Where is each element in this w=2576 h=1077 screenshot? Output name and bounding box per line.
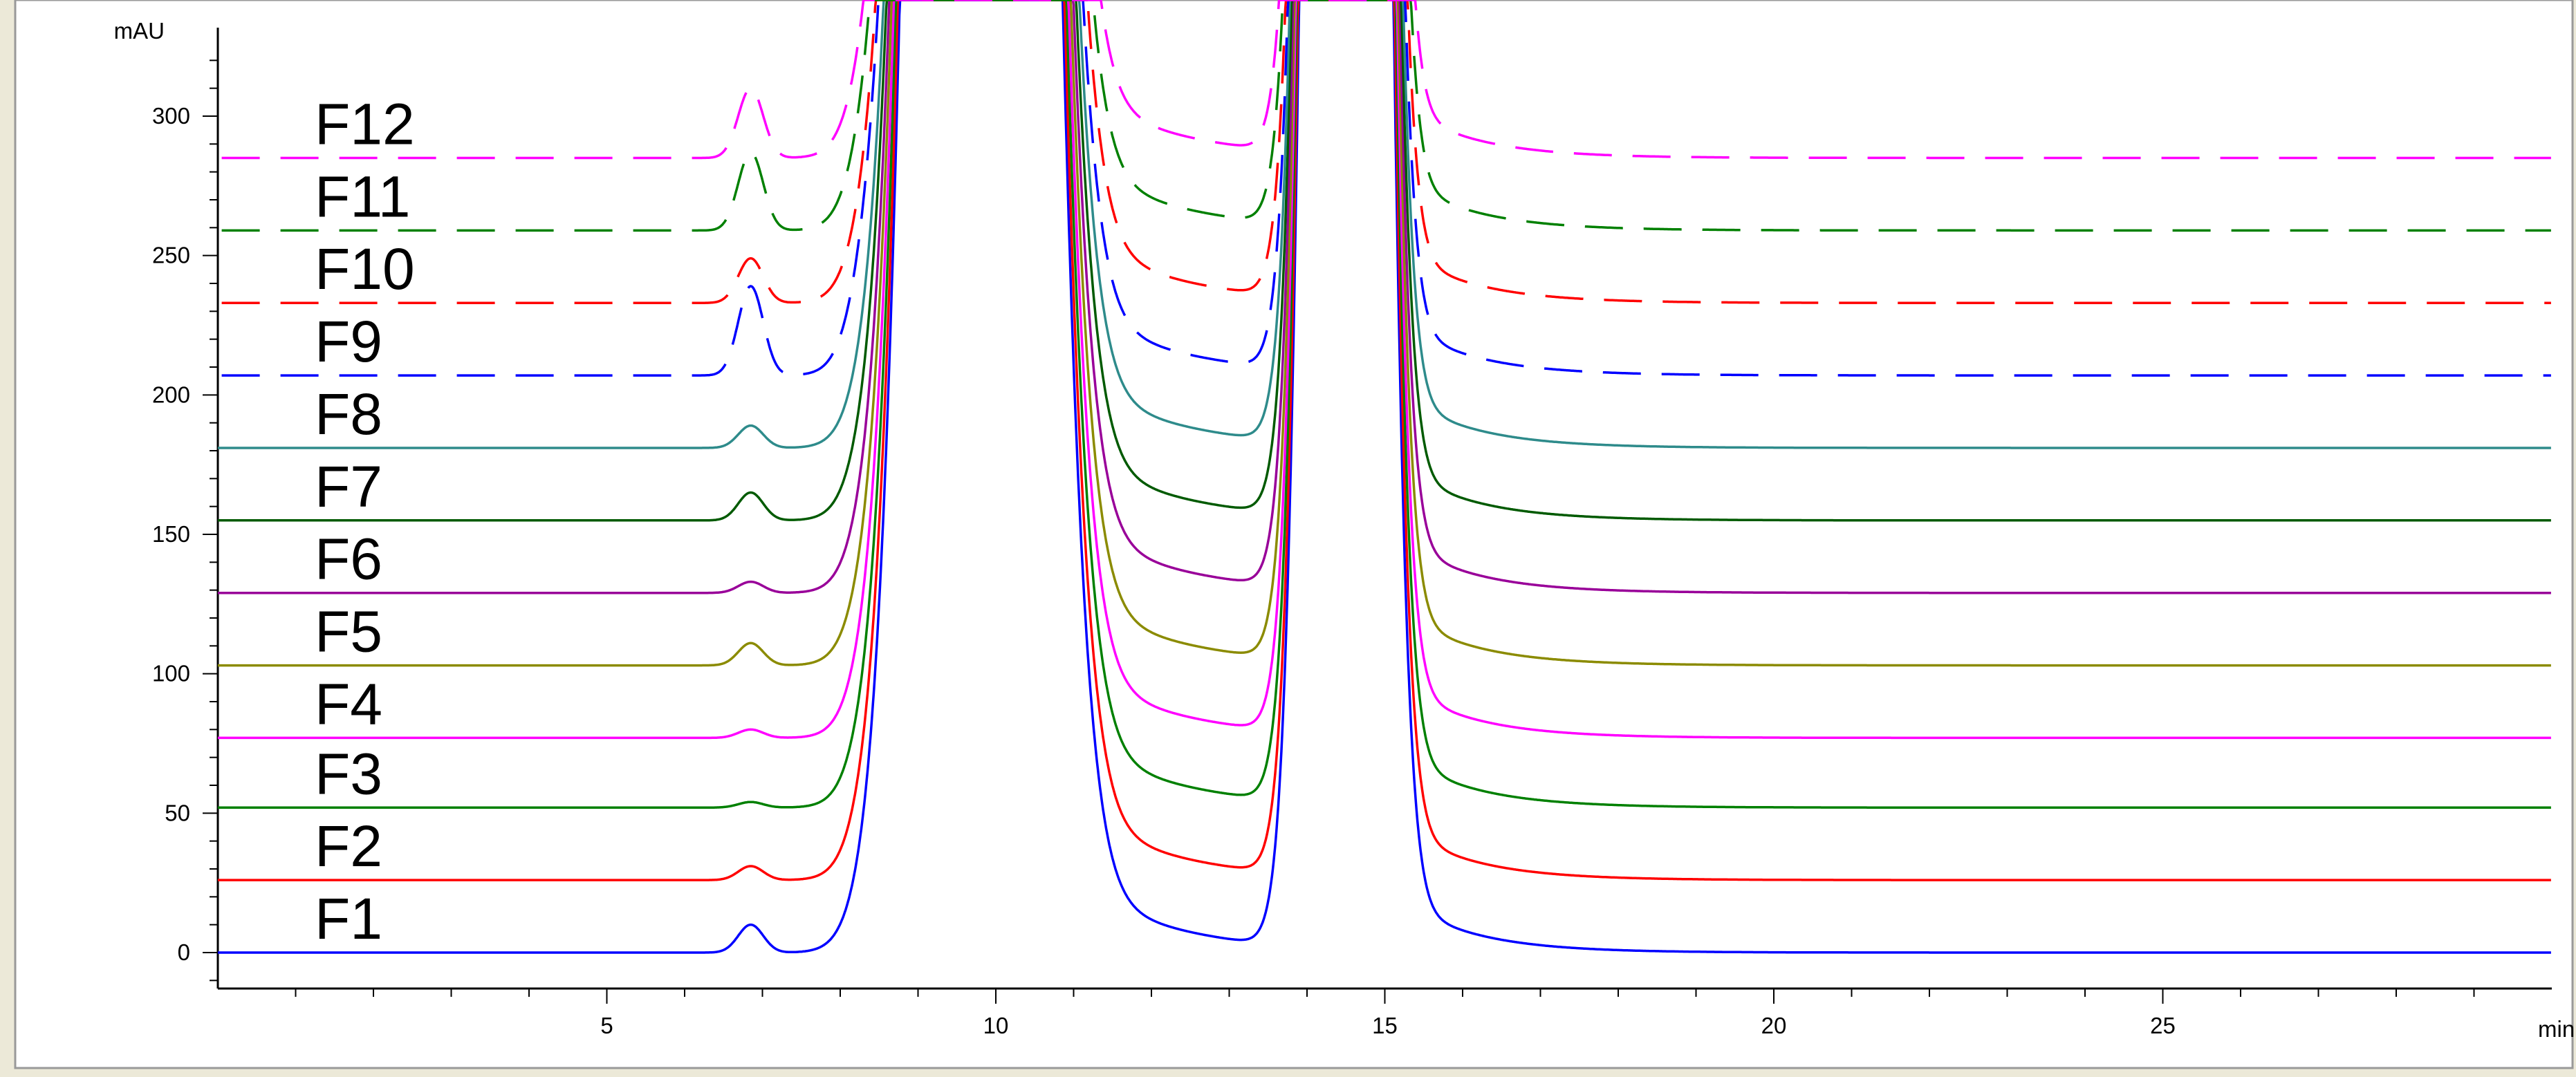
trace-f12 [221, 0, 2551, 160]
trace-f10 [221, 0, 2551, 304]
y-tick-label: 0 [178, 939, 190, 965]
trace-f5 [218, 0, 2551, 667]
series-label-f4: F4 [315, 671, 382, 736]
trace-f8 [218, 0, 2551, 449]
series-label-f5: F5 [315, 599, 382, 664]
y-tick-label: 50 [165, 800, 190, 825]
series-label-f2: F2 [315, 814, 382, 879]
trace-group [218, 0, 2551, 954]
trace-f1 [218, 0, 2551, 954]
x-axis-unit-label: min [2538, 1016, 2575, 1042]
trace-f6 [218, 0, 2551, 594]
x-tick-label: 10 [983, 1013, 1009, 1038]
y-tick-label: 250 [152, 243, 190, 268]
series-label-f11: F11 [315, 164, 411, 229]
series-label-f8: F8 [315, 382, 382, 447]
x-tick-label: 25 [2150, 1013, 2176, 1038]
x-tick-label: 15 [1372, 1013, 1398, 1038]
y-axis: 0 50 100 150 200 250 300 [152, 28, 219, 989]
trace-f11 [221, 0, 2551, 232]
y-tick-label: 100 [152, 661, 190, 686]
y-axis-unit-label: mAU [114, 18, 165, 44]
series-label-f6: F6 [315, 527, 382, 592]
x-tick-label: 5 [600, 1013, 613, 1038]
x-tick-label: 20 [1761, 1013, 1787, 1038]
trace-f9 [221, 0, 2551, 377]
y-tick-label: 150 [152, 521, 190, 547]
series-label-f1: F1 [315, 886, 382, 951]
y-tick-label: 300 [152, 103, 190, 129]
series-label-f3: F3 [315, 741, 382, 806]
x-axis: 5 10 15 20 25 [218, 987, 2552, 1038]
trace-f2 [218, 0, 2551, 881]
trace-f3 [218, 0, 2551, 809]
trace-f4 [218, 0, 2551, 740]
trace-f7 [218, 0, 2551, 522]
series-label-f10: F10 [315, 236, 415, 301]
series-label-f12: F12 [315, 92, 415, 157]
series-label-f7: F7 [315, 454, 382, 519]
series-label-f9: F9 [315, 309, 382, 374]
y-tick-label: 200 [152, 382, 190, 407]
